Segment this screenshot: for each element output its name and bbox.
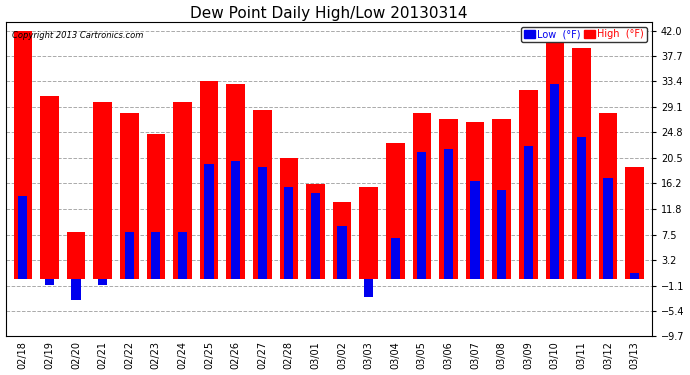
Bar xyxy=(337,226,346,279)
Bar xyxy=(18,196,28,279)
Bar xyxy=(226,84,245,279)
Bar xyxy=(257,166,267,279)
Bar xyxy=(204,164,214,279)
Bar xyxy=(146,134,165,279)
Bar xyxy=(519,90,538,279)
Title: Dew Point Daily High/Low 20130314: Dew Point Daily High/Low 20130314 xyxy=(190,6,468,21)
Bar xyxy=(625,166,644,279)
Bar xyxy=(524,146,533,279)
Bar xyxy=(45,279,54,285)
Bar xyxy=(471,182,480,279)
Bar xyxy=(550,84,560,279)
Bar xyxy=(391,238,400,279)
Bar xyxy=(386,143,404,279)
Bar xyxy=(253,111,272,279)
Bar xyxy=(120,113,139,279)
Bar xyxy=(284,188,293,279)
Bar xyxy=(71,279,81,300)
Bar xyxy=(417,152,426,279)
Bar xyxy=(125,232,134,279)
Bar xyxy=(93,102,112,279)
Bar xyxy=(67,232,86,279)
Bar xyxy=(497,190,506,279)
Bar xyxy=(413,113,431,279)
Bar xyxy=(577,137,586,279)
Bar xyxy=(231,161,240,279)
Bar xyxy=(279,158,298,279)
Bar xyxy=(599,113,618,279)
Bar xyxy=(364,279,373,297)
Legend: Low  (°F), High  (°F): Low (°F), High (°F) xyxy=(521,27,647,42)
Bar xyxy=(439,119,457,279)
Bar xyxy=(572,48,591,279)
Bar xyxy=(493,119,511,279)
Bar xyxy=(310,193,320,279)
Bar xyxy=(98,279,108,285)
Bar xyxy=(546,31,564,279)
Bar xyxy=(306,184,325,279)
Bar xyxy=(40,96,59,279)
Bar xyxy=(444,149,453,279)
Bar xyxy=(603,178,613,279)
Bar xyxy=(630,273,639,279)
Bar xyxy=(14,31,32,279)
Bar xyxy=(151,232,161,279)
Bar xyxy=(359,188,378,279)
Bar xyxy=(466,122,484,279)
Bar xyxy=(173,102,192,279)
Bar xyxy=(178,232,187,279)
Bar xyxy=(333,202,351,279)
Bar xyxy=(199,81,218,279)
Text: Copyright 2013 Cartronics.com: Copyright 2013 Cartronics.com xyxy=(12,31,144,40)
